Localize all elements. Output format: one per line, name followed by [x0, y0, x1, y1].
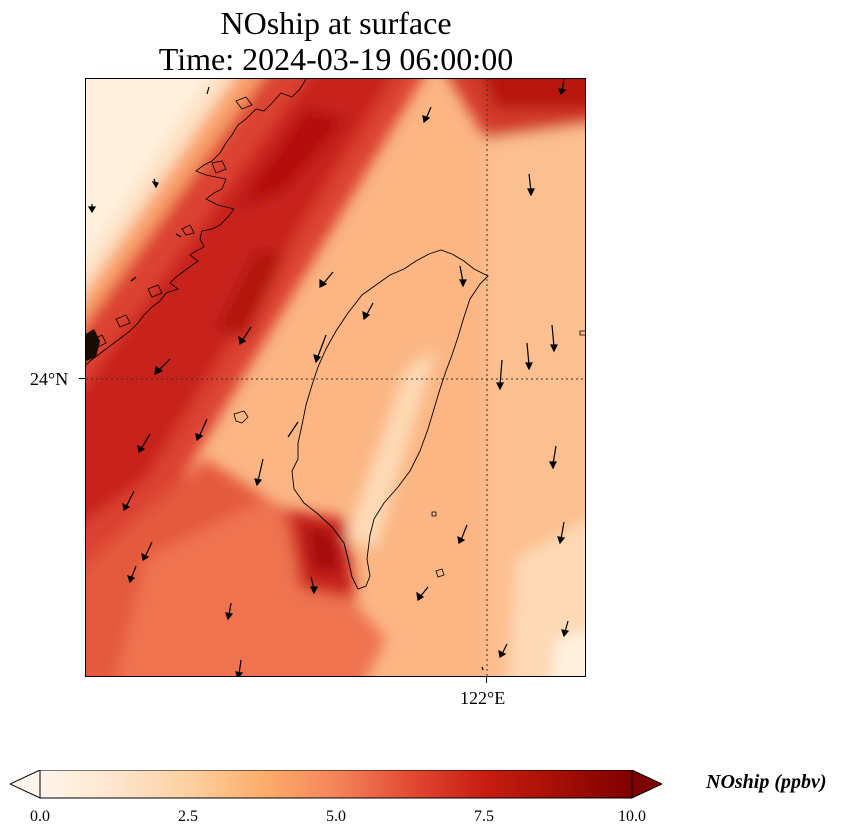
map-panel — [85, 78, 586, 677]
wind-arrow — [313, 334, 327, 364]
wind-arrow — [496, 359, 504, 391]
map-title: NOship at surface — [220, 5, 452, 41]
wind-arrow — [130, 276, 137, 282]
wind-arrow — [481, 666, 484, 671]
east-islet — [579, 330, 585, 336]
green-island — [435, 568, 445, 578]
colorbar-tick-label: 5.0 — [326, 808, 346, 825]
map-time: Time: 2024-03-19 06:00:00 — [158, 41, 514, 77]
colorbar — [10, 770, 662, 799]
wind-arrow — [154, 358, 171, 375]
wind-arrow — [141, 541, 153, 561]
taiwan-coastline — [291, 249, 489, 590]
china-islands — [93, 96, 253, 348]
wind-arrow — [235, 659, 244, 676]
wind-arrow — [498, 643, 508, 658]
colorbar-extend-max — [631, 770, 662, 799]
colorbar-tick-label: 10.0 — [618, 808, 646, 825]
wind-arrow — [550, 324, 558, 353]
wind-arrow — [206, 86, 210, 95]
china-coastline — [86, 79, 307, 366]
wind-arrow — [416, 586, 429, 601]
lat-tick-label: 24°N — [30, 369, 69, 389]
wind-arrow — [87, 204, 97, 214]
field-bands — [86, 79, 585, 676]
lon-tickmark — [486, 677, 487, 683]
wind-arrow — [525, 342, 533, 371]
wind-arrow — [254, 458, 264, 487]
concentration-field — [86, 79, 585, 676]
wind-arrow — [549, 445, 557, 470]
colorbar-tick-label: 0.0 — [30, 808, 50, 825]
wind-arrow — [151, 178, 159, 189]
wind-arrow — [127, 565, 137, 584]
wind-arrow — [459, 265, 467, 288]
colorbar-title: NOship (ppbv) — [706, 771, 827, 793]
wind-arrow — [558, 79, 567, 96]
lat-tickmark — [79, 378, 85, 379]
penghu-island — [233, 410, 249, 424]
wind-arrow — [287, 421, 299, 438]
wind-arrow — [319, 271, 334, 288]
wind-arrow — [457, 524, 468, 544]
wind-arrow — [175, 233, 182, 238]
colorbar-tick-label: 7.5 — [474, 808, 494, 825]
orchid-island — [431, 511, 437, 517]
colorbar-gradient — [39, 770, 633, 799]
wind-arrow — [527, 173, 535, 197]
colorbar-extend-min — [10, 770, 41, 799]
wind-arrow — [195, 418, 208, 442]
wind-arrow — [561, 620, 570, 638]
wind-arrow — [122, 490, 135, 511]
wind-vectors — [87, 79, 570, 676]
wind-arrow — [557, 521, 566, 545]
wind-arrow — [137, 433, 151, 453]
wind-arrow — [225, 602, 234, 621]
colorbar-tick-label: 2.5 — [178, 808, 198, 825]
wind-arrow — [362, 302, 374, 321]
lon-tick-label: 122°E — [460, 688, 506, 708]
nw-coast-patch — [86, 329, 100, 361]
wind-arrow — [422, 106, 432, 124]
wind-arrow — [238, 326, 252, 345]
wind-arrow — [310, 576, 318, 595]
